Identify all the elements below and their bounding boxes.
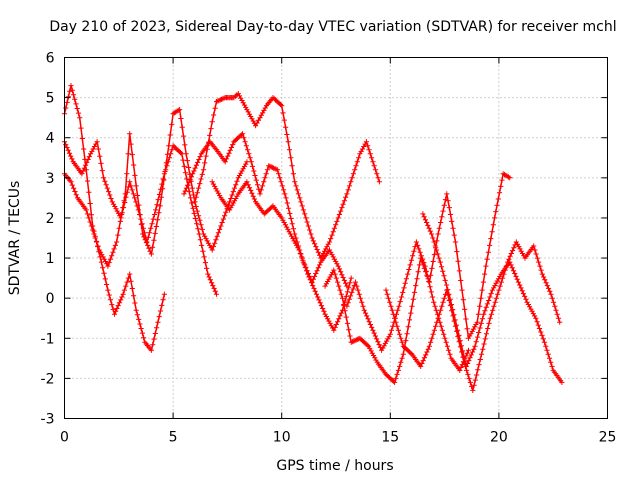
y-tick-label: 3 xyxy=(46,171,55,187)
series-plus-markers xyxy=(383,239,563,393)
x-tick-label: 0 xyxy=(60,430,69,446)
series-satellite-track-9 xyxy=(420,211,565,385)
y-tick-label: 1 xyxy=(46,251,55,267)
x-tick-label: 25 xyxy=(599,430,617,446)
x-axis-label: GPS time / hours xyxy=(276,458,393,474)
series-satellite-track-4 xyxy=(192,91,382,261)
y-tick-label: 4 xyxy=(46,131,55,147)
series-plus-markers xyxy=(344,239,472,373)
series-plus-markers xyxy=(420,211,565,385)
x-tick-label: 5 xyxy=(169,430,178,446)
series-plus-markers xyxy=(61,83,167,353)
y-tick-label: 2 xyxy=(46,211,55,227)
x-tick-label: 10 xyxy=(273,430,291,446)
series-satellite-track-1 xyxy=(61,83,167,353)
y-axis-label: SDTVAR / TECUs xyxy=(7,181,23,296)
series-plus-markers xyxy=(61,107,250,269)
chart-title: Day 210 of 2023, Sidereal Day-to-day VTE… xyxy=(49,19,616,35)
series-satellite-track-6 xyxy=(209,179,354,333)
y-tick-label: -2 xyxy=(41,371,55,387)
grid-lines xyxy=(64,57,608,419)
series-plus-markers xyxy=(209,179,354,333)
y-tick-label: 5 xyxy=(46,91,55,107)
data-series xyxy=(61,83,565,393)
series-satellite-track-2 xyxy=(61,107,250,269)
x-tick-label: 20 xyxy=(490,430,508,446)
series-plus-markers xyxy=(192,91,382,261)
series-satellite-track-10 xyxy=(344,239,472,373)
y-tick-label: -3 xyxy=(41,412,55,428)
series-satellite-track-8 xyxy=(383,239,563,393)
y-tick-label: 0 xyxy=(46,291,55,307)
x-tick-label: 15 xyxy=(381,430,399,446)
plot-frame xyxy=(64,57,608,419)
y-tick-label: 6 xyxy=(46,51,55,67)
series-trace xyxy=(63,108,248,267)
axes: 0 5 10 15 20 25 -3 -2 -1 0 1 2 3 4 5 6 xyxy=(41,51,617,446)
y-tick-label: -1 xyxy=(41,331,55,347)
